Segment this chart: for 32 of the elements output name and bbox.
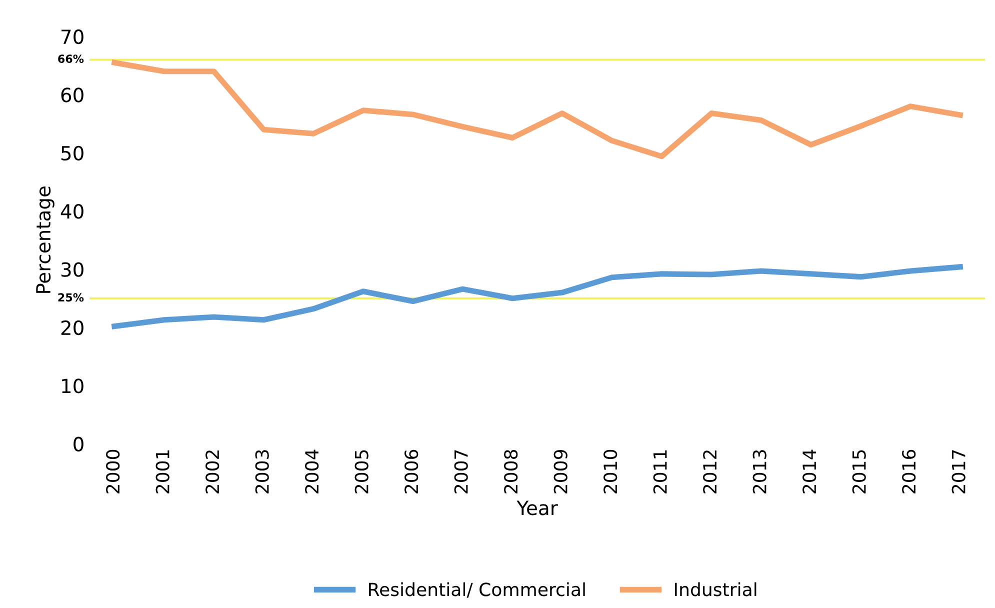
ref-line-label: 66% — [58, 54, 84, 63]
y-tick-label: 10 — [62, 378, 84, 394]
x-tick-label: 2009 — [554, 450, 568, 494]
x-tick-label: 2010 — [604, 450, 618, 494]
x-tick-label: 2002 — [206, 450, 220, 494]
x-tick-label: 2004 — [305, 450, 319, 494]
y-tick-label: 40 — [60, 204, 84, 219]
x-tick-label: 2008 — [504, 450, 518, 494]
x-tick-label: 2017 — [952, 450, 966, 494]
x-tick-label: 2000 — [106, 450, 120, 494]
x-tick-label: 2006 — [404, 450, 418, 494]
y-axis-title: Percentage — [36, 186, 54, 293]
y-tick-label: 20 — [61, 320, 84, 336]
x-tick-label: 2001 — [156, 450, 170, 494]
x-tick-label: 2013 — [752, 450, 766, 494]
x-tick-label: 2003 — [255, 450, 269, 494]
y-tick-label: 0 — [74, 436, 84, 452]
y-tick-label: 50 — [61, 146, 84, 161]
ref-line-label: 25% — [58, 293, 84, 302]
y-tick-label: 60 — [61, 88, 84, 102]
y-tick-label: 70 — [62, 29, 84, 44]
y-tick-label: 30 — [61, 262, 84, 277]
x-tick-label: 2014 — [802, 450, 816, 494]
x-tick-label: 2005 — [354, 450, 368, 494]
x-tick-label: 2007 — [454, 450, 468, 494]
legend-label: Industrial — [674, 582, 756, 596]
x-tick-label: 2011 — [653, 450, 667, 494]
legend-label: Residential/ Commercial — [369, 582, 585, 598]
x-tick-label: 2016 — [902, 450, 916, 494]
x-tick-label: 2015 — [852, 450, 866, 494]
x-tick-label: 2012 — [703, 450, 717, 494]
x-axis-title: Year — [516, 500, 558, 516]
